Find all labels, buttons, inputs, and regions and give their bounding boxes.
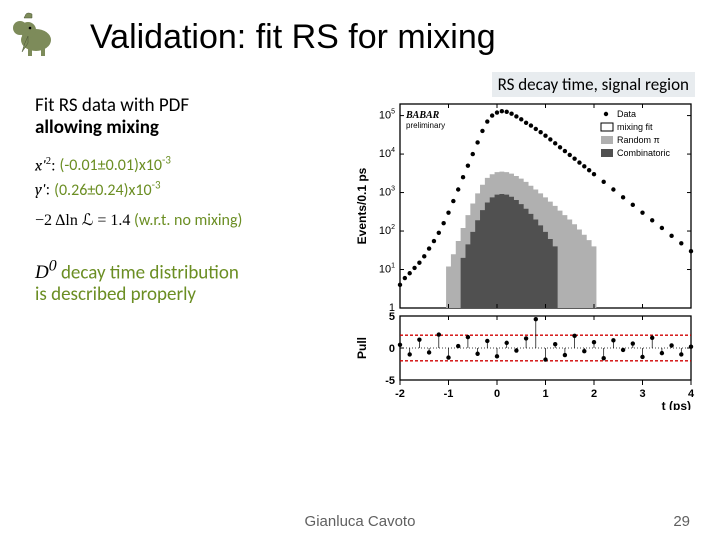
svg-text:Pull: Pull (355, 337, 369, 359)
svg-text:Data: Data (617, 109, 636, 119)
svg-text:mixing fit: mixing fit (617, 122, 653, 132)
chart-region: RS decay time, signal region 11011021031… (352, 80, 697, 410)
svg-text:3: 3 (639, 388, 645, 400)
svg-text:-5: -5 (385, 375, 395, 387)
chart-title: RS decay time, signal region (498, 74, 689, 95)
fit-intro: Fit RS data with PDF allowing mixing (35, 95, 335, 139)
description: D0 decay time distribution is described … (35, 258, 335, 306)
likelihood-line: −2 Δln ℒ = 1.4 (w.r.t. no mixing) (35, 210, 335, 230)
chart-svg: 1 101 102 103 104 105 Events/0.1 ps BABARprelim… (352, 80, 697, 410)
intro-line1: Fit RS data with PDF (35, 94, 189, 117)
svg-text:t (ps): t (ps) (662, 399, 691, 410)
svg-text:0: 0 (389, 343, 395, 355)
svg-text:0: 0 (494, 388, 500, 400)
left-column: Fit RS data with PDF allowing mixing x'2… (35, 95, 335, 306)
intro-line2: allowing mixing (35, 116, 159, 139)
svg-text:BABAR: BABAR (405, 110, 440, 121)
svg-text:104: 104 (379, 147, 395, 160)
babar-logo (8, 8, 68, 58)
svg-text:2: 2 (591, 388, 597, 400)
slide-title: Validation: fit RS for mixing (90, 18, 496, 57)
footer-author: Gianluca Cavoto (0, 513, 720, 530)
svg-text:103: 103 (379, 186, 395, 199)
svg-text:1: 1 (542, 388, 548, 400)
svg-text:102: 102 (379, 224, 395, 237)
svg-text:-1: -1 (444, 388, 454, 400)
svg-text:105: 105 (379, 109, 395, 122)
svg-text:5: 5 (389, 311, 395, 323)
svg-text:Events/0.1 ps: Events/0.1 ps (355, 167, 369, 244)
svg-text:Combinatoric: Combinatoric (617, 148, 671, 158)
fit-params: x'2: (-0.01±0.01)x10-3 y': (0.26±0.24)x1… (35, 153, 335, 202)
svg-text:Random π: Random π (617, 135, 660, 145)
svg-text:101: 101 (379, 263, 395, 276)
svg-text:preliminary: preliminary (406, 121, 445, 130)
footer-page: 29 (673, 513, 690, 530)
y-param: y': (0.26±0.24)x10-3 (35, 177, 335, 202)
svg-text:-2: -2 (395, 388, 405, 400)
x-param: x'2: (-0.01±0.01)x10-3 (35, 153, 335, 178)
